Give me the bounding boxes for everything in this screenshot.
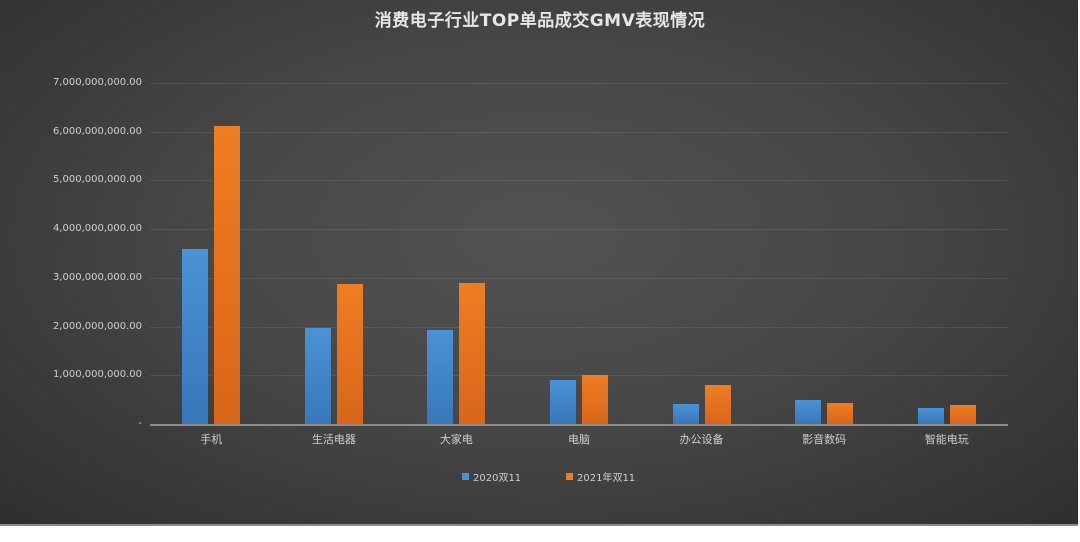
x-tick-label: 大家电 — [439, 433, 473, 446]
legend: 2020双11 2021年双11 — [0, 469, 1080, 485]
gridline — [150, 83, 1008, 84]
gridline — [150, 229, 1008, 231]
plot-area — [150, 83, 1008, 424]
y-tick-label: 5,000,000,000.00 — [52, 174, 142, 186]
y-tick-label: 3,000,000,000.00 — [52, 271, 142, 283]
x-axis-line — [150, 424, 1008, 426]
gridline — [150, 326, 1008, 328]
chart-title: 消费电子行业TOP单品成交GMV表现情况 — [374, 11, 706, 31]
x-tick-label: 手机 — [200, 433, 223, 446]
gridline — [150, 131, 1008, 133]
legend-item: 2020双11 — [462, 469, 521, 484]
bar-2021 — [459, 282, 486, 424]
x-tick-label: 办公设备 — [679, 433, 724, 446]
bar-2020 — [550, 380, 576, 424]
gridline — [150, 277, 1008, 279]
gridline — [150, 375, 1008, 377]
bar-2020 — [795, 400, 822, 424]
legend-swatch-icon — [462, 473, 469, 480]
y-tick-label: 2,000,000,000.00 — [52, 320, 142, 332]
x-tick-label: 影音数码 — [802, 433, 847, 446]
x-tick-label: 电脑 — [568, 433, 590, 446]
y-tick-label: - — [138, 418, 142, 429]
bar-2021 — [582, 374, 608, 424]
chart-panel: 消费电子行业TOP单品成交GMV表现情况 - 1,000,000,000.00 2,… — [0, 0, 1078, 526]
bar-2020 — [304, 328, 331, 424]
bar-2021 — [336, 284, 363, 424]
bar-2021 — [214, 125, 241, 424]
bar-2021 — [704, 385, 731, 424]
gridline — [150, 180, 1008, 182]
y-tick-label: 7,000,000,000.00 — [52, 77, 142, 88]
bar-2021 — [949, 405, 976, 424]
bar-2020 — [427, 329, 454, 424]
legend-swatch-icon — [566, 473, 573, 480]
bar-2020 — [917, 407, 944, 424]
legend-label: 2021年双11 — [577, 473, 636, 484]
y-tick-label: 1,000,000,000.00 — [52, 369, 142, 381]
bar-2020 — [672, 404, 699, 424]
y-tick-label: 6,000,000,000.00 — [52, 125, 142, 137]
legend-label: 2020双11 — [473, 473, 522, 484]
bar-2021 — [827, 403, 854, 424]
legend-item: 2021年双11 — [566, 469, 635, 484]
x-tick-label: 智能电玩 — [924, 433, 969, 446]
y-tick-label: 4,000,000,000.00 — [52, 223, 142, 235]
bar-2020 — [182, 249, 209, 424]
x-tick-label: 生活电器 — [311, 433, 356, 446]
